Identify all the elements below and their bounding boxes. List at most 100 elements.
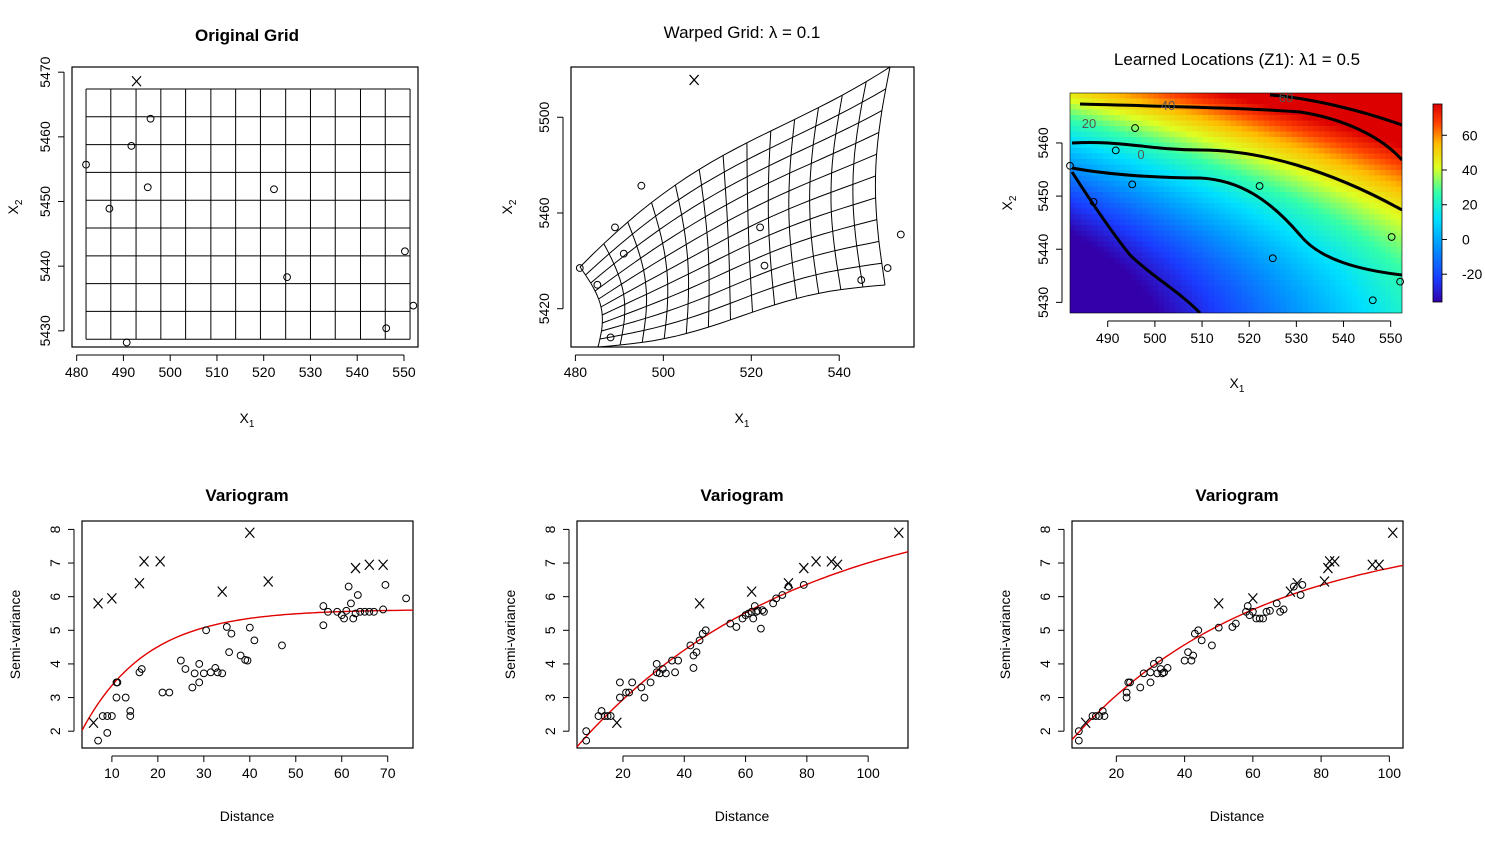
heatmap-cell [1208, 247, 1215, 253]
heatmap-cell [1280, 258, 1287, 264]
heatmap-cell [1097, 291, 1104, 297]
heatmap-cell [1141, 93, 1148, 99]
heatmap-cell [1125, 170, 1132, 176]
heatmap-cell [1213, 236, 1220, 242]
heatmap-cell [1219, 181, 1226, 187]
heatmap-cell [1258, 269, 1265, 275]
heatmap-cell [1346, 269, 1353, 275]
heatmap-cell [1258, 203, 1265, 209]
heatmap-cell [1108, 93, 1115, 99]
x-marker-stroke-b [798, 562, 809, 574]
point-marker-10 [1126, 678, 1134, 687]
point-marker-21 [671, 668, 679, 677]
x-tick-label: 20 [150, 765, 166, 781]
x-marker-stroke-b [1292, 577, 1303, 589]
heatmap-cell [1119, 302, 1126, 308]
heatmap-cell [1247, 263, 1253, 270]
heatmap-cell [1202, 170, 1209, 176]
heatmap-cell [1075, 164, 1082, 171]
heatmap-cell [1269, 285, 1276, 292]
heatmap-cell [1280, 252, 1287, 259]
heatmap-cell [1213, 219, 1220, 226]
heatmap-cell [1186, 291, 1193, 297]
chart-title: Warped Grid: λ = 0.1 [664, 23, 821, 42]
point-marker-49 [360, 607, 369, 616]
point-marker-18 [190, 669, 199, 678]
heatmap-cell [1291, 236, 1298, 242]
heatmap-cell [1092, 159, 1099, 165]
heatmap-cell [1313, 291, 1320, 297]
heatmap-cell [1363, 186, 1370, 193]
heatmap-cell [1086, 307, 1093, 313]
heatmap-cell [1141, 241, 1148, 248]
heatmap-cell [1147, 208, 1154, 215]
heatmap-cell [1346, 126, 1353, 132]
heatmap-cell [1236, 285, 1242, 292]
heatmap-cell [1330, 181, 1336, 187]
heatmap-cell [1213, 269, 1220, 275]
heatmap-cell [1075, 291, 1082, 297]
heatmap-cell [1335, 93, 1342, 99]
heatmap-cell [1346, 109, 1353, 116]
heatmap-cell [1274, 192, 1281, 198]
heatmap-cell [1158, 159, 1165, 165]
y-tick-label: 5 [1037, 626, 1053, 634]
heatmap-cell [1070, 98, 1076, 105]
heatmap-cell [1396, 280, 1402, 286]
heatmap-cell [1103, 269, 1110, 275]
heatmap-cell [1103, 263, 1110, 270]
warped-line-horizontal [601, 197, 876, 316]
heatmap-cell [1081, 131, 1087, 138]
heatmap-cell [1103, 120, 1110, 127]
heatmap-cell [1307, 274, 1314, 281]
heatmap-cell [1175, 197, 1182, 204]
heatmap-cell [1092, 302, 1099, 308]
heatmap-cell [1130, 263, 1137, 270]
heatmap-cell [1219, 247, 1226, 253]
heatmap-cell [1285, 252, 1292, 259]
x-tick-label: 40 [242, 765, 258, 781]
heatmap-cell [1086, 230, 1093, 237]
point-marker-32 [243, 656, 252, 665]
heatmap-cell [1108, 131, 1115, 138]
heatmap-cell [1213, 214, 1220, 220]
heatmap-cell [1368, 197, 1375, 204]
heatmap-cell [1202, 291, 1209, 297]
heatmap-cell [1313, 153, 1320, 160]
heatmap-cell [1153, 285, 1159, 292]
heatmap-cell [1075, 241, 1082, 248]
heatmap-cell [1291, 203, 1298, 209]
heatmap-cell [1108, 142, 1115, 149]
heatmap-cell [1086, 175, 1093, 182]
heatmap-cell [1130, 241, 1137, 248]
x-marker-stroke-b [106, 592, 117, 604]
heatmap-cell [1379, 302, 1386, 308]
heatmap-cell [1230, 170, 1237, 176]
heatmap-cell [1097, 148, 1104, 154]
heatmap-cell [1108, 263, 1115, 270]
heatmap-cell [1081, 142, 1087, 149]
heatmap-cell [1191, 225, 1198, 231]
heatmap-cell [1224, 252, 1231, 259]
heatmap-cell [1219, 269, 1226, 275]
heatmap-cell [1313, 225, 1320, 231]
heatmap-cell [1130, 269, 1137, 275]
heatmap-cell [1180, 280, 1187, 286]
heatmap-cell [1097, 153, 1104, 160]
heatmap-cell [1224, 186, 1231, 193]
heatmap-cell [1357, 153, 1364, 160]
heatmap-cell [1352, 192, 1359, 198]
heatmap-cell [1136, 280, 1143, 286]
heatmap-cell [1164, 98, 1170, 105]
heatmap-cell [1092, 291, 1099, 297]
heatmap-cell [1269, 164, 1276, 171]
heatmap-cell [1352, 296, 1359, 303]
heatmap-cell [1280, 302, 1287, 308]
heatmap-cell [1330, 93, 1336, 99]
heatmap-cell [1180, 153, 1187, 160]
heatmap-cell [1119, 192, 1126, 198]
heatmap-cell [1202, 241, 1209, 248]
point-marker-23 [686, 641, 695, 650]
heatmap-cell [1092, 98, 1099, 105]
heatmap-cell [1296, 197, 1303, 204]
